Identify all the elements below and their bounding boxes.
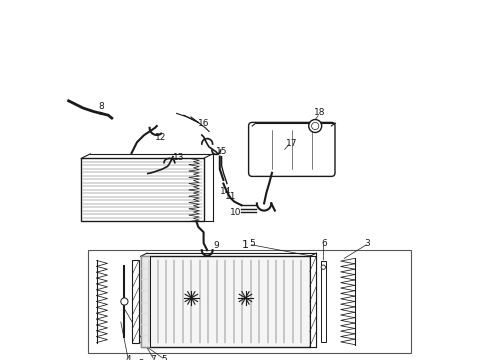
Text: 6: 6 (321, 239, 327, 248)
Bar (88, 250, 411, 353)
Text: 15: 15 (216, 148, 227, 156)
Text: 3: 3 (365, 239, 370, 248)
Text: 5: 5 (161, 355, 167, 360)
Text: 5: 5 (249, 239, 255, 248)
Bar (320, 261, 326, 342)
Text: 8: 8 (98, 102, 104, 111)
Text: 11: 11 (225, 192, 236, 201)
Circle shape (121, 298, 128, 305)
Bar (310, 256, 316, 347)
Circle shape (312, 122, 319, 130)
Circle shape (321, 265, 325, 269)
Bar (141, 256, 310, 347)
Text: 12: 12 (155, 133, 166, 142)
Text: 13: 13 (172, 153, 184, 162)
Text: 4: 4 (125, 355, 131, 360)
Text: 1: 1 (242, 240, 248, 250)
Bar (132, 261, 139, 343)
Text: 16: 16 (198, 118, 209, 127)
Text: 10: 10 (230, 208, 242, 217)
Text: 17: 17 (286, 139, 297, 148)
Text: 2: 2 (139, 359, 145, 360)
Text: 14: 14 (220, 187, 231, 196)
Text: 7: 7 (150, 355, 156, 360)
Circle shape (309, 120, 321, 132)
Text: 9: 9 (213, 241, 219, 251)
FancyBboxPatch shape (248, 122, 335, 176)
Text: 18: 18 (314, 108, 325, 117)
